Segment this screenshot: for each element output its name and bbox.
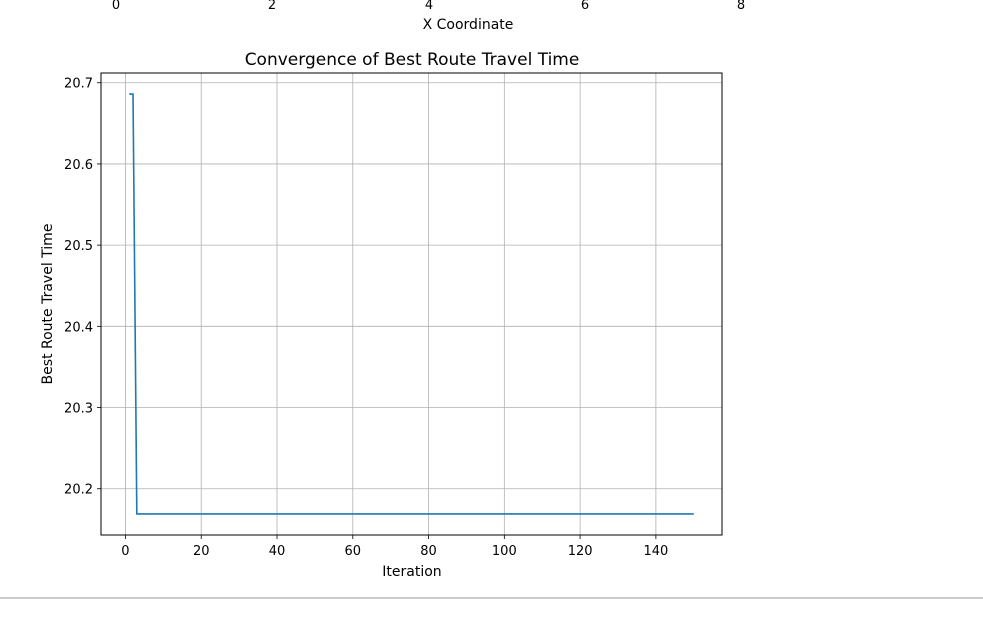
y-tick-label: 20.3 (64, 402, 93, 417)
y-tick-label: 20.2 (64, 483, 93, 498)
series-line-group (129, 93, 694, 515)
x-tick-label: 60 (344, 544, 361, 559)
chart-title: Convergence of Best Route Travel Time (245, 50, 580, 70)
y-tick-label: 20.5 (64, 239, 93, 254)
x-tick-label: 120 (568, 544, 593, 559)
previous-xtick-label: 8 (737, 0, 745, 13)
plot-area-frame (100, 72, 723, 536)
previous-xtick-label: 2 (268, 0, 276, 13)
x-axis-label: Iteration (382, 564, 441, 580)
y-tick-label: 20.4 (64, 320, 93, 335)
x-tick-label: 80 (420, 544, 437, 559)
previous-xtick-label: 4 (425, 0, 433, 13)
y-tick-label: 20.6 (64, 158, 93, 173)
previous-x-axis-label: X Coordinate (423, 17, 514, 33)
x-tick-label: 40 (269, 544, 286, 559)
series-line (129, 93, 694, 515)
previous-xtick-label: 6 (581, 0, 589, 13)
x-axis-ticks: 0 20 40 60 80 100 120 140 (121, 535, 668, 559)
y-tick-label: 20.7 (64, 77, 93, 92)
previous-xtick-label: 0 (112, 0, 120, 13)
grid (101, 73, 722, 535)
x-tick-label: 140 (643, 544, 668, 559)
y-axis-label: Best Route Travel Time (40, 224, 56, 385)
y-axis-ticks: 20.2 20.3 20.4 20.5 20.6 20.7 (64, 77, 101, 498)
previous-chart-remnant: 0 2 4 6 8 X Coordinate (112, 0, 745, 33)
x-tick-label: 20 (193, 544, 210, 559)
x-tick-label: 100 (492, 544, 517, 559)
x-tick-label: 0 (121, 544, 129, 559)
